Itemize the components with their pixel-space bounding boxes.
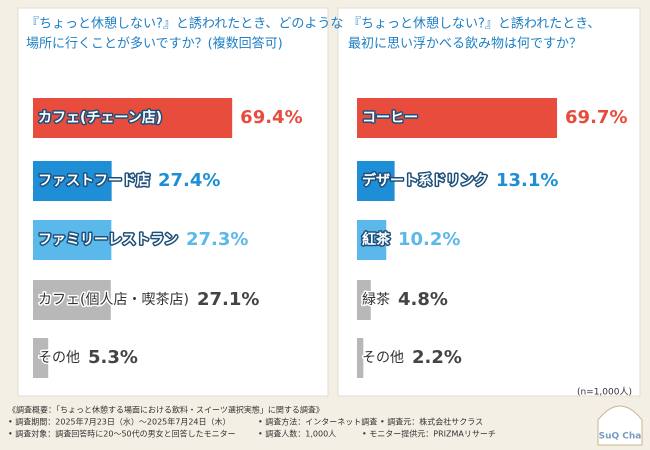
footnote: • 調査対象：調査回答時に20～50代の男女と回答したモニター [8,429,236,439]
value-label: 13.1% [496,170,558,191]
value-label: 5.3% [88,347,138,368]
category-label: その他 [362,350,404,366]
bar [357,98,558,138]
value-label: 27.4% [158,170,220,191]
chart-title: 『ちょっと休憩しない?』と誘われたとき、 [348,16,600,32]
value-label: 27.1% [197,289,259,310]
footnote: • 調査方法：インターネット調査 [258,417,377,427]
bar [33,161,112,201]
value-label: 4.8% [398,289,448,310]
value-label: 69.7% [565,107,627,128]
logo: SuQ Cha [599,432,642,442]
category-label: カフェ(チェーン店) [38,109,162,126]
bar [33,338,49,378]
bar [357,338,364,378]
footnote: • 調査人数：1,000人 [258,429,336,439]
category-label: 緑茶 [362,292,390,308]
footnote: • 調査期間：2025年7月23日（水）～2025年7月24日（木） [8,417,231,427]
category-label: その他 [38,350,80,366]
value-label: 69.4% [240,107,302,128]
category-label: コーヒー [362,110,418,126]
bar [357,280,371,320]
right-panel [337,7,641,397]
bar [357,161,395,201]
category-label: ファミリーレストラン [38,232,178,248]
bar [33,98,233,138]
category-label: 紅茶 [362,231,391,248]
category-label: デザート系ドリンク [362,172,488,189]
bar [33,280,111,320]
sample-note: (n=1,000人) [577,387,632,398]
left-panel [17,7,329,397]
chart-title: 場所に行くことが多いですか？(複数回答可) [26,36,283,52]
category-label: カフェ(個人店・喫茶店) [38,292,189,308]
chart-title: 『ちょっと休憩しない?』と誘われたとき、どのような [26,16,343,32]
bar [33,220,112,260]
category-label: ファストフード店 [38,172,150,189]
footnote: • モニター提供元：PRIZMAリサーチ [362,429,496,439]
value-label: 27.3% [186,229,248,250]
value-label: 10.2% [398,229,460,250]
chart-title: 最初に思い浮かべる飲み物は何ですか？ [348,36,582,52]
value-label: 2.2% [412,347,462,368]
footnote: 《調査概要：「ちょっと休憩する場面における飲料・スイーツ選択実態」に関する調査》 [8,405,324,415]
logo-shape [597,405,643,446]
footnote: • 調査元：株式会社サクラス [380,417,483,427]
bar [357,220,387,260]
